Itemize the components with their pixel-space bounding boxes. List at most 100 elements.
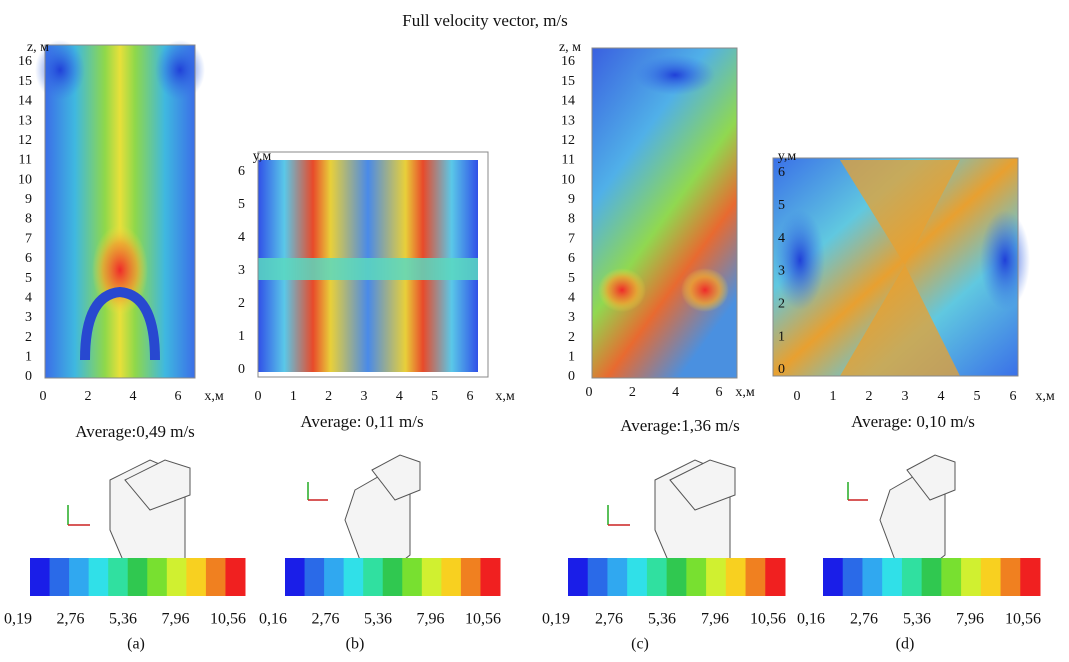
x-tick-label: 4 bbox=[130, 389, 137, 404]
y-tick-label: 13 bbox=[561, 113, 575, 128]
colorbar-label: 7,96 bbox=[956, 611, 984, 628]
x-tick-label: 3 bbox=[902, 389, 909, 404]
y-tick-label: 6 bbox=[568, 251, 575, 266]
x-tick-label: 0 bbox=[794, 389, 801, 404]
colorbar-cell bbox=[587, 558, 608, 596]
colorbar-label: 5,36 bbox=[648, 611, 676, 628]
colorbar-cell bbox=[285, 558, 306, 596]
y-tick-label: 3 bbox=[238, 263, 245, 278]
y-tick-label: 0 bbox=[778, 362, 785, 377]
axis-icon bbox=[67, 482, 868, 526]
colorbar-cell bbox=[901, 558, 923, 596]
figure-title: Full velocity vector, m/s bbox=[402, 11, 568, 30]
y-axis-label: z, м bbox=[559, 40, 581, 55]
colorbar-cell bbox=[725, 558, 747, 596]
y-axis-label: z, м bbox=[27, 40, 49, 55]
y-tick-label: 5 bbox=[238, 197, 245, 212]
x-tick-label: 2 bbox=[325, 389, 332, 404]
y-axis-label: y,м bbox=[778, 149, 797, 164]
y-tick-label: 16 bbox=[18, 54, 32, 69]
y-tick-label: 4 bbox=[568, 290, 575, 305]
colorbar-cell bbox=[363, 558, 384, 596]
x-tick-label: 0 bbox=[40, 389, 47, 404]
x-tick-label: 2 bbox=[85, 389, 92, 404]
x-tick-label: 5 bbox=[974, 389, 981, 404]
y-tick-label: 0 bbox=[25, 369, 32, 384]
y-tick-label: 13 bbox=[18, 113, 32, 128]
colorbar-cell bbox=[666, 558, 687, 596]
colorbar-label: 7,96 bbox=[417, 611, 445, 628]
contour-a bbox=[35, 40, 205, 379]
colorbar-label: 2,76 bbox=[595, 611, 623, 628]
average: Average:1,36 m/s bbox=[620, 416, 740, 435]
y-tick-label: 2 bbox=[568, 330, 575, 345]
x-tick-label: 6 bbox=[716, 385, 723, 400]
colorbar-cell bbox=[88, 558, 109, 596]
colorbar-cell bbox=[108, 558, 129, 596]
y-tick-label: 14 bbox=[561, 94, 575, 109]
x-tick-label: 1 bbox=[290, 389, 297, 404]
colorbar-cell bbox=[980, 558, 1002, 596]
colorbar-cell bbox=[961, 558, 982, 596]
colorbar-cell bbox=[343, 558, 364, 596]
y-tick-label: 1 bbox=[25, 350, 32, 365]
y-tick-label: 3 bbox=[778, 264, 785, 279]
colorbar-cell bbox=[421, 558, 442, 596]
colorbar-cell bbox=[460, 558, 481, 596]
y-tick-label: 16 bbox=[561, 54, 575, 69]
x-axis-label: x,м bbox=[735, 385, 755, 400]
colorbar-cell bbox=[941, 558, 962, 596]
colorbar-cell bbox=[324, 558, 345, 596]
x-axis-label: x,м bbox=[1035, 389, 1055, 404]
x-tick-label: 6 bbox=[467, 389, 474, 404]
contour-d bbox=[772, 157, 1030, 377]
colorbar-cell bbox=[30, 558, 51, 596]
colorbar-label: 0,16 bbox=[259, 611, 287, 628]
y-tick-label: 12 bbox=[18, 133, 32, 148]
contour-c bbox=[591, 47, 738, 379]
x-tick-label: 6 bbox=[1010, 389, 1017, 404]
x-tick-label: 3 bbox=[361, 389, 368, 404]
y-tick-label: 0 bbox=[238, 362, 245, 377]
average: Average: 0,11 m/s bbox=[300, 412, 423, 431]
colorbar-cell bbox=[127, 558, 148, 596]
colorbar-cell bbox=[147, 558, 168, 596]
y-tick-label: 14 bbox=[18, 94, 32, 109]
y-tick-label: 9 bbox=[568, 192, 575, 207]
colorbar-cell bbox=[686, 558, 707, 596]
colorbar-cell bbox=[627, 558, 648, 596]
colorbar-label: 5,36 bbox=[903, 611, 931, 628]
colorbar-label: 2,76 bbox=[312, 611, 340, 628]
colorbar-cell bbox=[304, 558, 325, 596]
y-tick-label: 15 bbox=[18, 74, 32, 89]
colorbar-cell bbox=[823, 558, 844, 596]
colorbar-label: 0,16 bbox=[797, 611, 825, 628]
colorbar-cell bbox=[49, 558, 70, 596]
y-tick-label: 3 bbox=[25, 310, 32, 325]
colorbar-label: 2,76 bbox=[57, 611, 85, 628]
colorbar-cell bbox=[862, 558, 883, 596]
colorbar-label: 7,96 bbox=[701, 611, 729, 628]
colorbar-cell bbox=[69, 558, 90, 596]
y-tick-label: 6 bbox=[238, 164, 245, 179]
colorbar-cell bbox=[568, 558, 589, 596]
colorbar-label: 0,19 bbox=[542, 611, 570, 628]
colorbar-cell bbox=[1000, 558, 1021, 596]
y-tick-label: 9 bbox=[25, 192, 32, 207]
x-tick-label: 6 bbox=[175, 389, 182, 404]
colorbar-label: 0,19 bbox=[4, 611, 32, 628]
y-tick-label: 8 bbox=[25, 212, 32, 227]
y-tick-label: 4 bbox=[238, 230, 245, 245]
y-axis-label: y,м bbox=[253, 149, 272, 164]
y-tick-label: 4 bbox=[25, 290, 32, 305]
y-tick-label: 6 bbox=[25, 251, 32, 266]
colorbar-cell bbox=[842, 558, 863, 596]
x-tick-label: 4 bbox=[396, 389, 403, 404]
colorbar-cell bbox=[706, 558, 727, 596]
colorbar-label: 5,36 bbox=[364, 611, 392, 628]
colorbar-cell bbox=[186, 558, 207, 596]
colorbar-cell bbox=[607, 558, 628, 596]
y-tick-label: 3 bbox=[568, 310, 575, 325]
caption: (a) bbox=[127, 636, 145, 653]
x-tick-label: 5 bbox=[431, 389, 438, 404]
